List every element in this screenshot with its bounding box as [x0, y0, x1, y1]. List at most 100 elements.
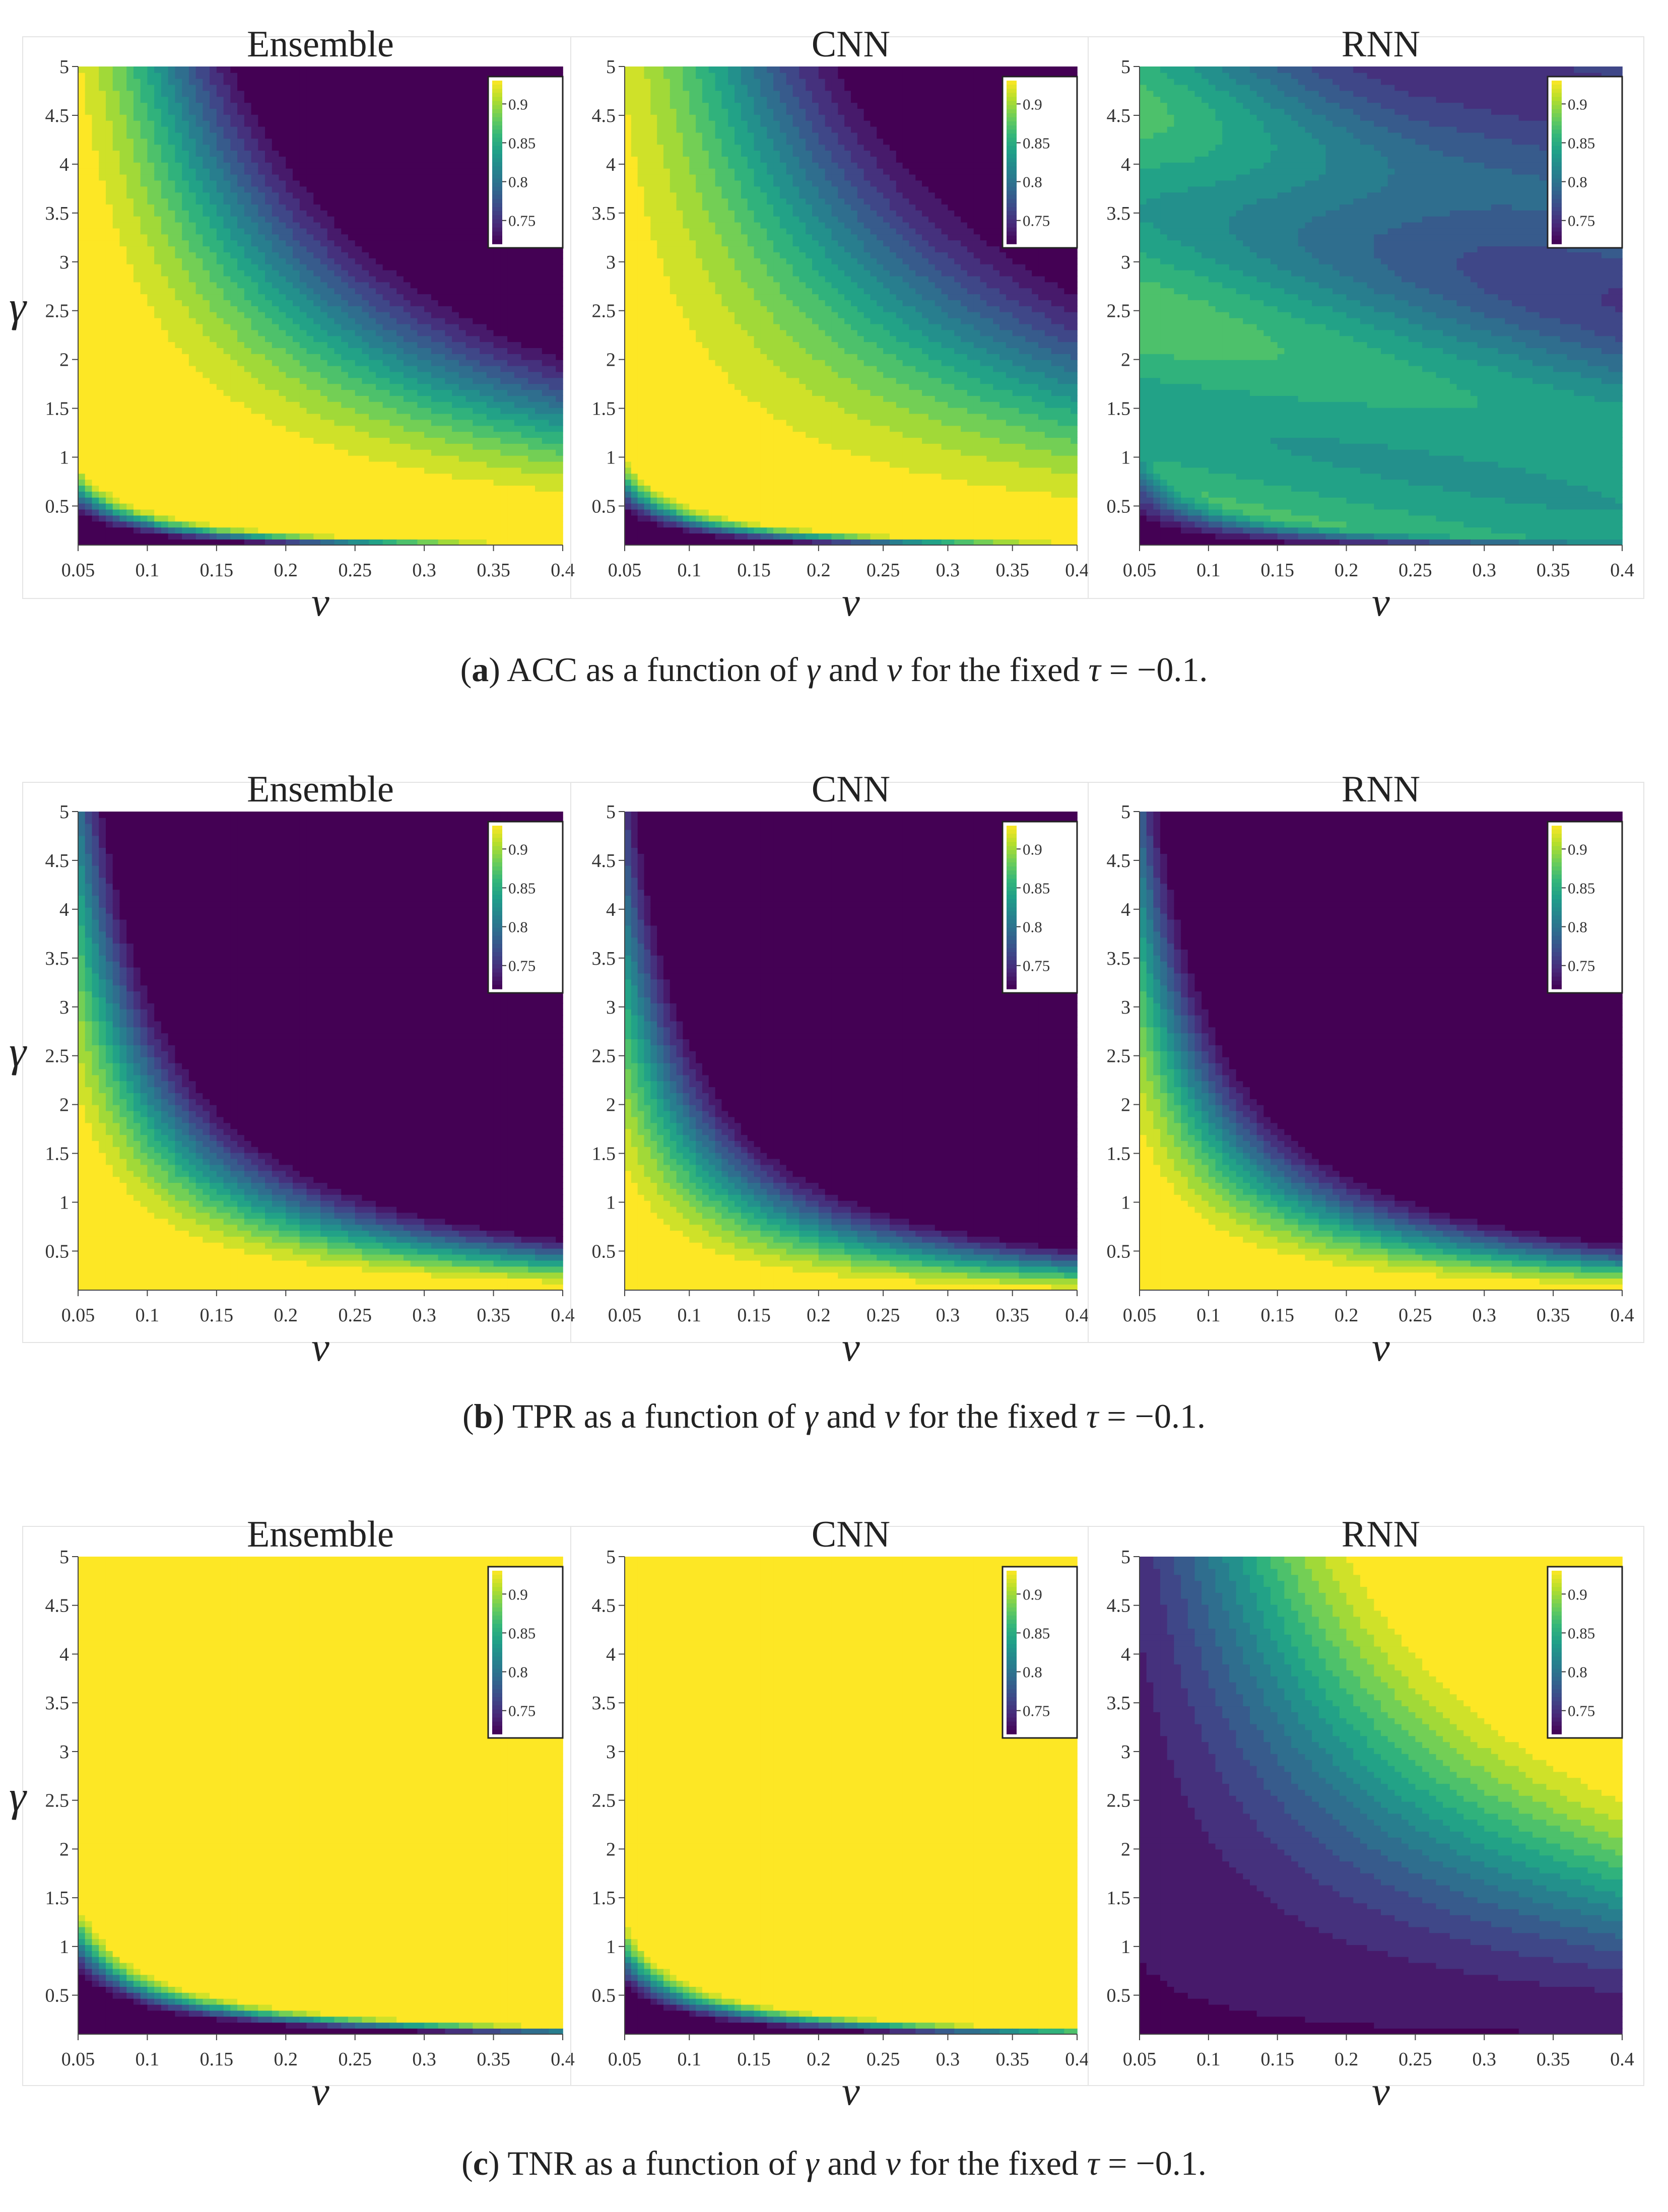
heatmap-cell	[355, 311, 363, 318]
heatmap-cell	[265, 359, 273, 366]
heatmap-cell	[375, 455, 383, 462]
heatmap-cell	[182, 156, 189, 163]
heatmap-cell	[230, 174, 238, 181]
heatmap-cell	[320, 443, 328, 450]
heatmap-cell	[230, 431, 238, 438]
heatmap-cell	[355, 443, 363, 450]
heatmap-cell	[105, 90, 113, 97]
heatmap-cell	[119, 78, 127, 85]
heatmap-cell	[438, 162, 446, 169]
heatmap-cell	[175, 126, 182, 133]
heatmap-cell	[168, 240, 176, 247]
heatmap-cell	[92, 479, 100, 486]
heatmap-cell	[154, 126, 162, 133]
heatmap-cell	[299, 365, 307, 372]
heatmap-cell	[147, 156, 155, 163]
heatmap-cell	[78, 503, 86, 510]
heatmap-cell	[500, 383, 508, 390]
heatmap-cell	[78, 306, 86, 312]
heatmap-cell	[133, 270, 141, 277]
heatmap-cell	[375, 467, 383, 474]
heatmap-cell	[348, 240, 356, 247]
heatmap-cell	[154, 263, 162, 271]
heatmap-cell	[258, 252, 265, 258]
heatmap-cell	[112, 336, 120, 343]
heatmap-cell	[105, 503, 113, 510]
heatmap-cell	[210, 204, 217, 211]
heatmap-cell	[424, 66, 432, 73]
heatmap-cell	[272, 329, 280, 337]
heatmap-cell	[230, 383, 238, 390]
heatmap-cell	[417, 342, 425, 348]
heatmap-cell	[320, 72, 328, 79]
heatmap-cell	[223, 515, 231, 522]
heatmap-cell	[348, 102, 356, 109]
heatmap-cell	[140, 329, 148, 337]
heatmap-cell	[119, 348, 127, 354]
heatmap-cell	[279, 282, 287, 289]
heatmap-cell	[161, 84, 169, 91]
heatmap-cell	[299, 539, 307, 546]
heatmap-cell	[306, 455, 314, 462]
heatmap-cell	[244, 509, 252, 516]
heatmap-cell	[258, 383, 265, 390]
heatmap-cell	[389, 467, 397, 474]
heatmap-cell	[258, 168, 265, 175]
heatmap-cell	[126, 348, 134, 354]
heatmap-cell	[438, 395, 446, 402]
heatmap-cell	[362, 102, 369, 109]
heatmap-cell	[258, 228, 265, 235]
heatmap-cell	[161, 407, 169, 414]
heatmap-cell	[92, 246, 100, 252]
heatmap-cell	[99, 407, 106, 414]
heatmap-cell	[126, 174, 134, 181]
heatmap-cell	[161, 90, 169, 97]
heatmap-cell	[126, 449, 134, 456]
heatmap-cell	[320, 300, 328, 306]
heatmap-cell	[493, 533, 501, 540]
heatmap-cell	[85, 204, 93, 211]
heatmap-cell	[188, 210, 196, 217]
heatmap-cell	[410, 222, 418, 229]
heatmap-cell	[348, 168, 356, 175]
heatmap-cell	[92, 240, 100, 247]
heatmap-cell	[445, 252, 452, 258]
heatmap-cell	[458, 132, 466, 139]
heatmap-cell	[320, 108, 328, 115]
heatmap-cell	[362, 156, 369, 163]
heatmap-cell	[458, 479, 466, 486]
heatmap-cell	[341, 114, 349, 121]
heatmap-cell	[507, 497, 515, 504]
heatmap-cell	[251, 455, 259, 462]
heatmap-cell	[78, 126, 86, 133]
heatmap-cell	[210, 138, 217, 145]
heatmap-cell	[500, 407, 508, 414]
heatmap-cell	[78, 449, 86, 456]
heatmap-cell	[410, 144, 418, 151]
heatmap-cell	[133, 479, 141, 486]
heatmap-cell	[99, 329, 106, 337]
heatmap-cell	[154, 359, 162, 366]
heatmap-cell	[299, 270, 307, 277]
heatmap-cell	[293, 467, 300, 474]
heatmap-cell	[99, 354, 106, 360]
heatmap-cell	[230, 413, 238, 420]
heatmap-cell	[244, 449, 252, 456]
heatmap-cell	[147, 521, 155, 528]
heatmap-cell	[410, 467, 418, 474]
heatmap-cell	[396, 144, 404, 151]
heatmap-cell	[320, 96, 328, 103]
heatmap-cell	[133, 431, 141, 438]
heatmap-cell	[210, 479, 217, 486]
heatmap-cell	[216, 533, 224, 540]
heatmap-cell	[486, 527, 494, 534]
heatmap-cell	[251, 491, 259, 498]
heatmap-cell	[188, 443, 196, 450]
heatmap-cell	[258, 84, 265, 91]
heatmap-cell	[119, 425, 127, 432]
heatmap-cell	[119, 150, 127, 157]
heatmap-cell	[375, 401, 383, 408]
heatmap-cell	[119, 132, 127, 139]
heatmap-cell	[168, 485, 176, 492]
heatmap-cell	[168, 228, 176, 235]
